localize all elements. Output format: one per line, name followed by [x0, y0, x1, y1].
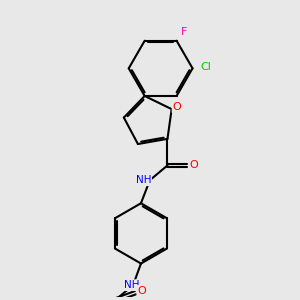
Text: Cl: Cl	[201, 61, 212, 72]
Text: O: O	[137, 286, 146, 296]
Text: O: O	[190, 160, 198, 170]
Text: NH: NH	[124, 280, 139, 290]
Text: NH: NH	[136, 175, 151, 185]
Text: O: O	[172, 102, 181, 112]
Text: F: F	[181, 27, 188, 37]
